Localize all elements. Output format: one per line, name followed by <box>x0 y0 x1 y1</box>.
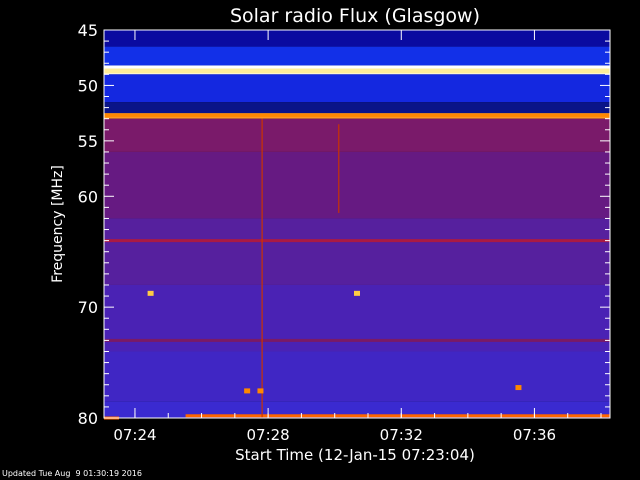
heatmap-band-8 <box>104 218 610 285</box>
burst-1 <box>337 124 340 213</box>
x-tick-label: 07:28 <box>246 426 289 444</box>
axes: 45 50 55 60 70 80 07:24 07:28 07:32 07:36 <box>78 21 611 444</box>
y-tick-label: 45 <box>78 21 98 40</box>
heatmap-band-10 <box>104 351 610 402</box>
chart-title: Solar radio Flux (Glasgow) <box>230 5 480 27</box>
x-tick-label: 07:32 <box>380 426 423 444</box>
plot-frame <box>103 29 611 419</box>
y-tick-label: 80 <box>78 409 98 428</box>
emission-line-3 <box>104 338 610 342</box>
update-timestamp: Updated Tue Aug 9 01:30:19 2016 <box>2 469 142 478</box>
emission-line-2 <box>104 239 610 243</box>
y-tick-label: 50 <box>78 76 98 95</box>
emission-line-0 <box>104 68 610 74</box>
emission-spot-1 <box>244 388 251 394</box>
x-axis-label: Start Time (12-Jan-15 07:23:04) <box>235 446 475 464</box>
y-tick-label: 60 <box>78 187 98 206</box>
heatmap-band-7 <box>104 151 610 219</box>
emission-spot-2 <box>515 385 522 391</box>
x-tick-label: 07:24 <box>113 426 156 444</box>
emission-spot-4 <box>354 290 360 296</box>
burst-0 <box>261 118 263 418</box>
x-tick-label: 07:36 <box>513 426 556 444</box>
heatmap-band-1 <box>104 46 610 66</box>
y-axis-label: Frequency [MHz] <box>50 165 66 283</box>
heatmap-band-11 <box>104 401 610 418</box>
emission-line-1 <box>104 113 610 117</box>
emission-spot-0 <box>257 388 264 394</box>
heatmap-band-3 <box>104 74 610 103</box>
y-tick-label: 70 <box>78 298 98 317</box>
y-tick-label: 55 <box>78 132 98 151</box>
plot-area <box>104 30 610 420</box>
emission-line-4 <box>185 414 610 418</box>
emission-spot-3 <box>147 290 154 296</box>
heatmap-band-4 <box>104 102 610 114</box>
heatmap-band-6 <box>104 118 610 152</box>
heatmap-band-0 <box>104 30 610 47</box>
